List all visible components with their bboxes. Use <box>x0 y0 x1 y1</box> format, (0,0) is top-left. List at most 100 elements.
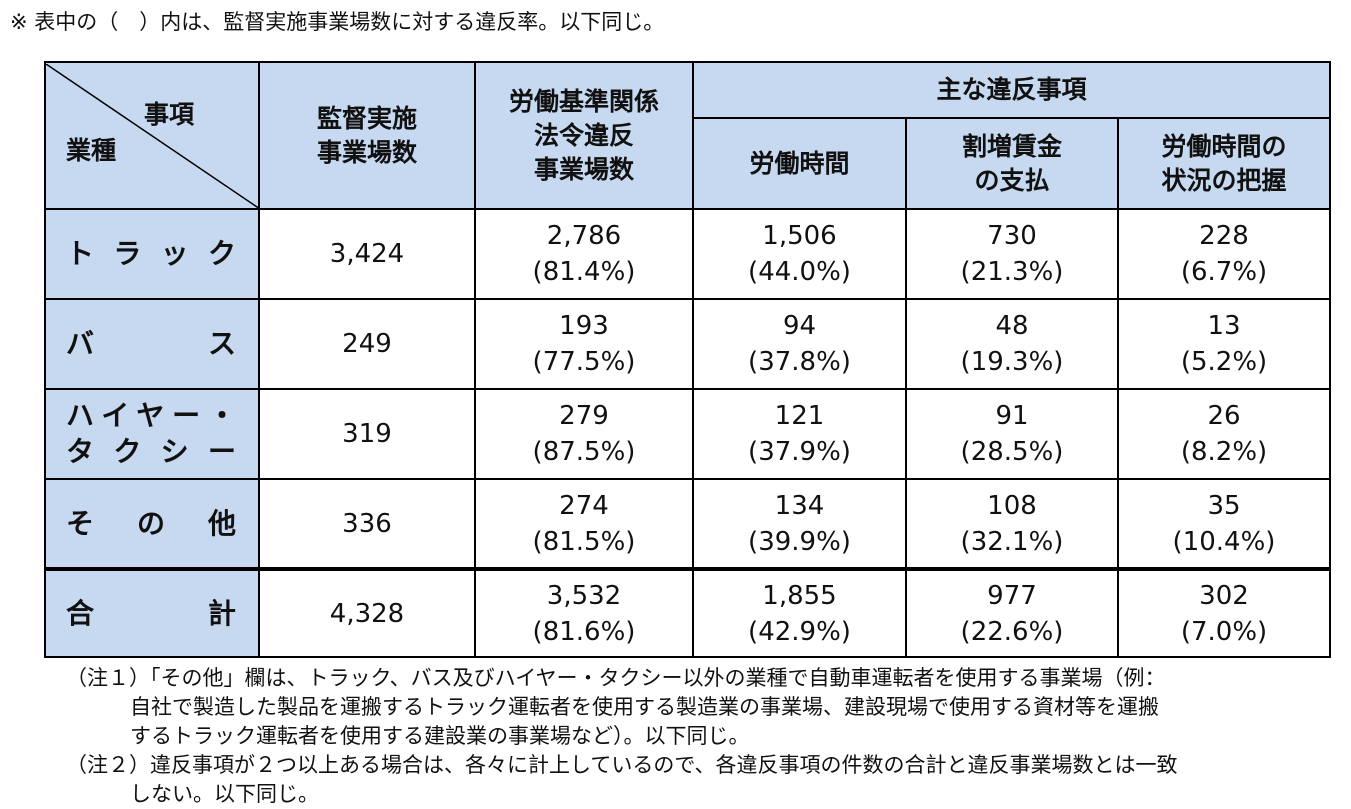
data-cell: 279 (87.5%) <box>474 388 694 480</box>
cell-line: 121 <box>774 401 825 431</box>
data-cell: 26 (8.2%) <box>1117 388 1331 480</box>
cell-line: 108 <box>987 490 1037 521</box>
cell-line: 193 <box>559 311 609 341</box>
note-line: 自社で製造した製品を運搬するトラック運転者を使用する製造業の事業場、建設現場で使… <box>130 695 1159 719</box>
row-label: 合計 <box>44 567 260 658</box>
data-cell: 274 (81.5%) <box>474 478 694 570</box>
header-row: 労働時間 割増賃金の支払 労働時間の状況の把握 <box>45 117 1331 210</box>
cell-line: 977 <box>987 580 1037 611</box>
header-line: 法令違反 <box>533 120 634 150</box>
header-cell: 労働基準関係 法令違反 事業場数 <box>474 61 694 210</box>
data-cell: 134 (39.9%) <box>692 478 907 570</box>
header-cell: 監督実施 事業場数 <box>258 61 476 210</box>
corner-top: 事項 <box>144 100 195 129</box>
cell-line: 319 <box>342 419 392 449</box>
cell-line: (5.2%) <box>1180 347 1268 377</box>
data-cell: 35 (10.4%) <box>1117 478 1331 570</box>
row-label: ハイヤー・ タクシー <box>44 388 260 480</box>
cell-line: (32.1%) <box>960 526 1064 557</box>
row-label-line: 合計 <box>66 596 236 630</box>
cell-line: (44.0%) <box>748 257 851 287</box>
cell-line: 1,855 <box>762 580 837 611</box>
cell-line: 48 <box>995 311 1029 341</box>
cell-line: 3,424 <box>329 239 405 269</box>
note-line: （注２）違反事項が２つ以上ある場合は、各々に計上しているので、各違反事項の件数の… <box>66 751 1178 780</box>
data-cell: 1,855 (42.9%) <box>692 567 907 658</box>
note-line: するトラック運転者を使用する建設業の事業場など）。以下同じ。 <box>130 724 750 748</box>
note-line: しない。以下同じ。 <box>130 782 319 806</box>
cell-line: (81.6%) <box>532 616 636 647</box>
cell-line: (22.6%) <box>960 616 1064 647</box>
cell-line: (77.5%) <box>532 347 636 377</box>
data-cell: 730 (21.3%) <box>905 208 1119 300</box>
cell-line: 274 <box>559 490 609 521</box>
data-row: その他 336 274 (81.5%) 134 (39.9%) 108 (32.1%) 35 (1… <box>44 478 1331 570</box>
data-cell: 13 (5.2%) <box>1117 298 1331 390</box>
corner-cell: 事項 業種 <box>44 61 260 210</box>
cell-line: 730 <box>987 221 1037 251</box>
cell-line: 13 <box>1207 311 1241 341</box>
data-row: ハイヤー・ タクシー 319 279 (87.5%) 121 (37.9%) 91 (28.5%… <box>44 388 1331 480</box>
note-label: （注１） <box>66 666 150 690</box>
cell-line: 35 <box>1207 490 1241 521</box>
cell-line: (10.4%) <box>1172 526 1276 557</box>
cell-line: (39.9%) <box>748 526 851 557</box>
diagonal <box>46 64 260 209</box>
row-label: バス <box>44 298 260 390</box>
header-line: 割増賃金 <box>961 131 1062 161</box>
data-cell: 249 <box>258 298 476 390</box>
header-line: 状況の把握 <box>1161 165 1287 195</box>
cell-line: (21.3%) <box>960 257 1064 287</box>
note-text: 「その他」欄は、トラック、バス及びハイヤー・タクシー以外の業種で自動車運転者を使… <box>150 666 1166 690</box>
row-label-line: バス <box>66 327 236 360</box>
row-label-line: その他 <box>66 506 236 540</box>
top-note: ※ 表中の（ ）内は、監督実施事業場数に対する違反率。以下同じ。 <box>10 10 665 34</box>
cell-line: 249 <box>342 329 392 359</box>
cell-line: (37.9%) <box>748 437 851 467</box>
data-cell: 977 (22.6%) <box>905 567 1119 658</box>
corner: 事項 業種 <box>46 64 260 209</box>
data-row: 合計 4,328 3,532 (81.6%) 1,855 (42.9%) 977 (22.6%… <box>44 567 1331 658</box>
header-line: の支払 <box>974 165 1050 195</box>
row-label-line: ハイヤー・ <box>66 399 236 432</box>
data-cell: 2,786 (81.4%) <box>474 208 694 300</box>
row-label-line: トラック <box>66 237 236 270</box>
data-cell: 1,506 (44.0%) <box>692 208 907 300</box>
data-cell: 3,532 (81.6%) <box>474 567 694 658</box>
data-cell: 336 <box>258 478 476 570</box>
cell-line: 4,328 <box>329 598 405 629</box>
cell-line: (8.2%) <box>1180 437 1268 467</box>
header-line: 労働時間 <box>749 148 850 178</box>
data-cell: 91 (28.5%) <box>905 388 1119 480</box>
data-cell: 48 (19.3%) <box>905 298 1119 390</box>
cell-line: 336 <box>342 508 392 539</box>
data-cell: 121 (37.9%) <box>692 388 907 480</box>
cell-line: 26 <box>1207 401 1241 431</box>
cell-line: 1,506 <box>762 221 837 251</box>
header-line: 労働時間の <box>1161 131 1287 161</box>
data-cell: 94 (37.8%) <box>692 298 907 390</box>
data-row: トラック 3,424 2,786 (81.4%) 1,506 (44.0%) 730 (21.… <box>44 208 1331 300</box>
cell-line: (19.3%) <box>960 347 1064 377</box>
cell-line: 2,786 <box>546 221 622 251</box>
header-row: 事項 業種 監督実施 事業場数 労働基準関係 法令違反 事業場数 主な違反事項 <box>44 61 1331 210</box>
cell-line: (42.9%) <box>748 616 851 647</box>
corner-bottom: 業種 <box>66 136 117 165</box>
data-cell: 3,424 <box>258 208 476 300</box>
note-label: （注２） <box>66 753 150 777</box>
header-line: 監督実施 <box>316 103 417 133</box>
note-text: 違反事項が２つ以上ある場合は、各々に計上しているので、各違反事項の件数の合計と違… <box>150 753 1178 777</box>
cell-line: (81.5%) <box>532 526 636 557</box>
cell-line: (87.5%) <box>532 437 636 467</box>
cell-line: 302 <box>1199 580 1249 611</box>
header-line: 事業場数 <box>533 154 634 184</box>
row-label-line: タクシー <box>66 435 236 468</box>
cell-line: (81.4%) <box>532 257 636 287</box>
data-cell: 228 (6.7%) <box>1117 208 1331 300</box>
data-cell: 319 <box>258 388 476 480</box>
cell-line: (7.0%) <box>1180 616 1268 647</box>
note-line: （注１）「その他」欄は、トラック、バス及びハイヤー・タクシー以外の業種で自動車運… <box>66 664 1178 693</box>
cell-line: 91 <box>995 401 1029 431</box>
row-label: トラック <box>44 208 260 300</box>
data-cell: 193 (77.5%) <box>474 298 694 390</box>
